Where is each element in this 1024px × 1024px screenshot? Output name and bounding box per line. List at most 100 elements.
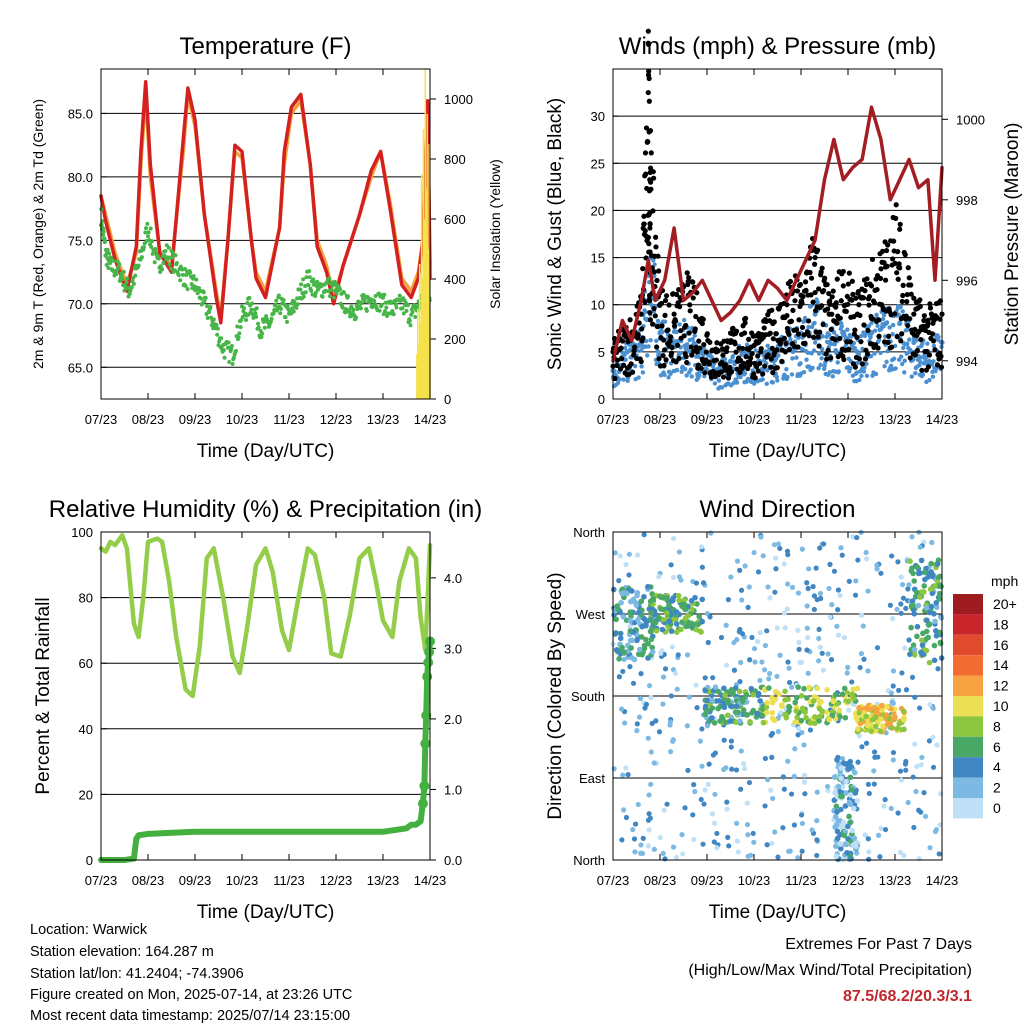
winddir-point <box>925 574 931 580</box>
winddir-point <box>747 657 753 663</box>
winds-frame <box>612 68 943 400</box>
winds-series-0-point <box>887 325 892 330</box>
winds-series-0-point <box>810 365 815 371</box>
temperature-series-2-point <box>229 344 234 349</box>
temperature-series-2-point <box>141 245 146 250</box>
winddir-point <box>811 606 817 613</box>
winds-series-1-point <box>677 304 683 310</box>
winddir-point <box>911 611 918 617</box>
winddir-point <box>814 685 821 692</box>
winddir-point <box>829 708 836 715</box>
winddir-point <box>878 570 884 576</box>
winddir-point <box>878 716 884 722</box>
winddir-point <box>900 595 907 601</box>
winddir-point <box>838 765 845 771</box>
winddir-point <box>620 590 627 596</box>
winddir-point <box>874 566 880 572</box>
winddir-point <box>651 846 657 852</box>
winddir-point <box>799 820 806 827</box>
winddir-point <box>739 698 746 705</box>
winddir-point <box>647 598 654 605</box>
winddir-point <box>837 714 843 720</box>
winddir-point <box>805 670 811 676</box>
temperature-series-2-point <box>153 247 158 252</box>
winddir-point <box>838 775 844 782</box>
winds-series-1-point <box>892 260 898 266</box>
winddir-point <box>738 748 744 754</box>
temperature-series-2-point <box>219 336 224 341</box>
winds-series-1-point <box>907 316 913 322</box>
winds-series-0-point <box>789 372 795 377</box>
winds-series-0-point <box>666 375 671 380</box>
winddir-point <box>688 606 695 613</box>
winddir-point <box>831 774 838 780</box>
winddir-point <box>743 711 749 718</box>
winddir-point <box>638 634 645 640</box>
winds-series-1-point <box>854 311 861 317</box>
winds-series-1-point <box>694 349 700 355</box>
winddir-point <box>804 647 810 653</box>
winds-series-1-point <box>833 304 839 310</box>
temperature-series-2-point <box>236 335 241 340</box>
winds-series-1-point <box>651 306 657 312</box>
temperature-ytick-label: 75.0 <box>68 233 93 248</box>
winddir-point <box>784 606 791 612</box>
winds-series-1-point <box>819 303 825 309</box>
temperature-series-2-point <box>397 293 402 298</box>
winddir-legend-swatch <box>953 716 983 737</box>
temperature-series-2-point <box>117 261 122 266</box>
winddir-point <box>634 728 640 734</box>
winds-series-1-point <box>695 362 701 368</box>
winddir-point <box>801 779 807 785</box>
winds-series-0-point <box>801 369 807 375</box>
winddir-point <box>920 630 926 637</box>
winds-series-1-point <box>826 290 832 297</box>
winddir-point <box>835 632 842 638</box>
winddir-point <box>801 685 807 692</box>
winddir-point <box>914 763 920 770</box>
winds-series-1-point <box>662 312 668 318</box>
winds-series-1-point <box>816 343 822 349</box>
winddir-point <box>845 698 851 705</box>
temperature-series-2-point <box>294 305 299 310</box>
winddir-point <box>867 706 873 712</box>
winddir-point <box>705 639 711 646</box>
winddir-point <box>865 781 872 787</box>
winddir-point <box>680 851 686 857</box>
winddir-point <box>681 597 688 603</box>
winds-series-0-point <box>643 309 648 314</box>
winddir-point <box>791 822 798 828</box>
winddir-point <box>914 633 920 640</box>
temperature-series-2-point <box>215 326 220 331</box>
winddir-point <box>827 614 833 620</box>
winddir-xtick-label: 13/23 <box>879 873 912 888</box>
winddir-point <box>660 850 666 856</box>
winddir-point <box>775 728 781 735</box>
winddir-point <box>915 570 922 577</box>
winddir-xtick-label: 11/23 <box>785 873 817 888</box>
winddir-point <box>932 583 938 589</box>
winds-series-1-point <box>897 221 903 227</box>
winds-series-1-point <box>747 359 753 366</box>
winds-series-1-point <box>826 311 832 317</box>
winddir-point <box>611 766 617 772</box>
winddir-ytick-label: West <box>576 607 606 622</box>
winddir-point <box>917 544 923 550</box>
winddir-point <box>615 606 621 612</box>
winddir-point <box>777 652 783 658</box>
temperature-xtick-label: 09/23 <box>179 412 212 427</box>
humidity-series-0-line <box>98 533 433 699</box>
winddir-point <box>685 623 691 629</box>
winddir-point <box>623 765 629 771</box>
winds-series-0-point <box>859 373 864 379</box>
winds-series-1-point <box>704 331 710 337</box>
winddir-point <box>699 618 706 625</box>
winddir-point <box>902 761 909 767</box>
winddir-point <box>854 685 861 692</box>
winddir-point <box>760 553 766 559</box>
winds-series-1-point <box>642 150 649 156</box>
winds-series-1-point <box>797 281 804 288</box>
winddir-point <box>846 799 853 806</box>
winddir-point <box>627 624 633 630</box>
winddir-point <box>846 578 852 584</box>
